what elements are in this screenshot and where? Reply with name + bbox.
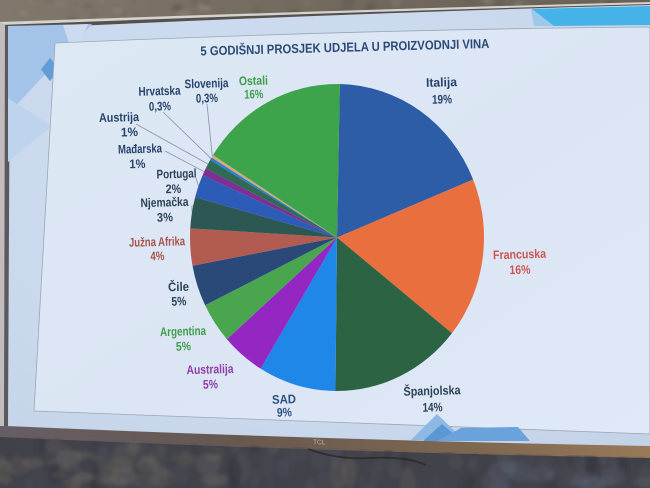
svg-text:3%: 3% xyxy=(157,210,173,224)
svg-text:5%: 5% xyxy=(203,377,218,391)
svg-text:5%: 5% xyxy=(176,339,191,353)
svg-text:1%: 1% xyxy=(121,125,138,139)
svg-text:Španjolska: Španjolska xyxy=(403,382,461,399)
svg-text:Ostali: Ostali xyxy=(239,73,268,88)
svg-text:2%: 2% xyxy=(165,182,181,196)
svg-text:0,3%: 0,3% xyxy=(149,99,171,114)
svg-text:14%: 14% xyxy=(422,400,442,415)
svg-text:Čile: Čile xyxy=(168,279,189,295)
svg-text:1%: 1% xyxy=(129,157,145,171)
svg-text:Njemačka: Njemačka xyxy=(140,195,189,210)
svg-text:Italija: Italija xyxy=(426,75,458,90)
svg-text:Mađarska: Mađarska xyxy=(118,141,163,156)
svg-text:Australija: Australija xyxy=(186,362,234,377)
svg-text:16%: 16% xyxy=(509,263,530,278)
svg-text:Južna Afrika: Južna Afrika xyxy=(129,234,186,250)
svg-text:5%: 5% xyxy=(171,294,186,308)
svg-text:Hrvatska: Hrvatska xyxy=(138,84,181,99)
svg-text:Francuska: Francuska xyxy=(493,247,547,262)
svg-text:Argentina: Argentina xyxy=(160,324,207,339)
svg-text:19%: 19% xyxy=(432,92,452,107)
svg-text:16%: 16% xyxy=(244,87,263,102)
svg-text:TCL: TCL xyxy=(313,439,326,446)
svg-text:Portugal: Portugal xyxy=(156,166,196,181)
svg-text:Austrija: Austrija xyxy=(99,110,140,125)
svg-text:9%: 9% xyxy=(277,405,292,419)
svg-text:0,3%: 0,3% xyxy=(196,91,218,106)
svg-text:Slovenija: Slovenija xyxy=(184,76,229,91)
svg-text:SAD: SAD xyxy=(272,392,296,407)
svg-text:4%: 4% xyxy=(150,249,164,263)
